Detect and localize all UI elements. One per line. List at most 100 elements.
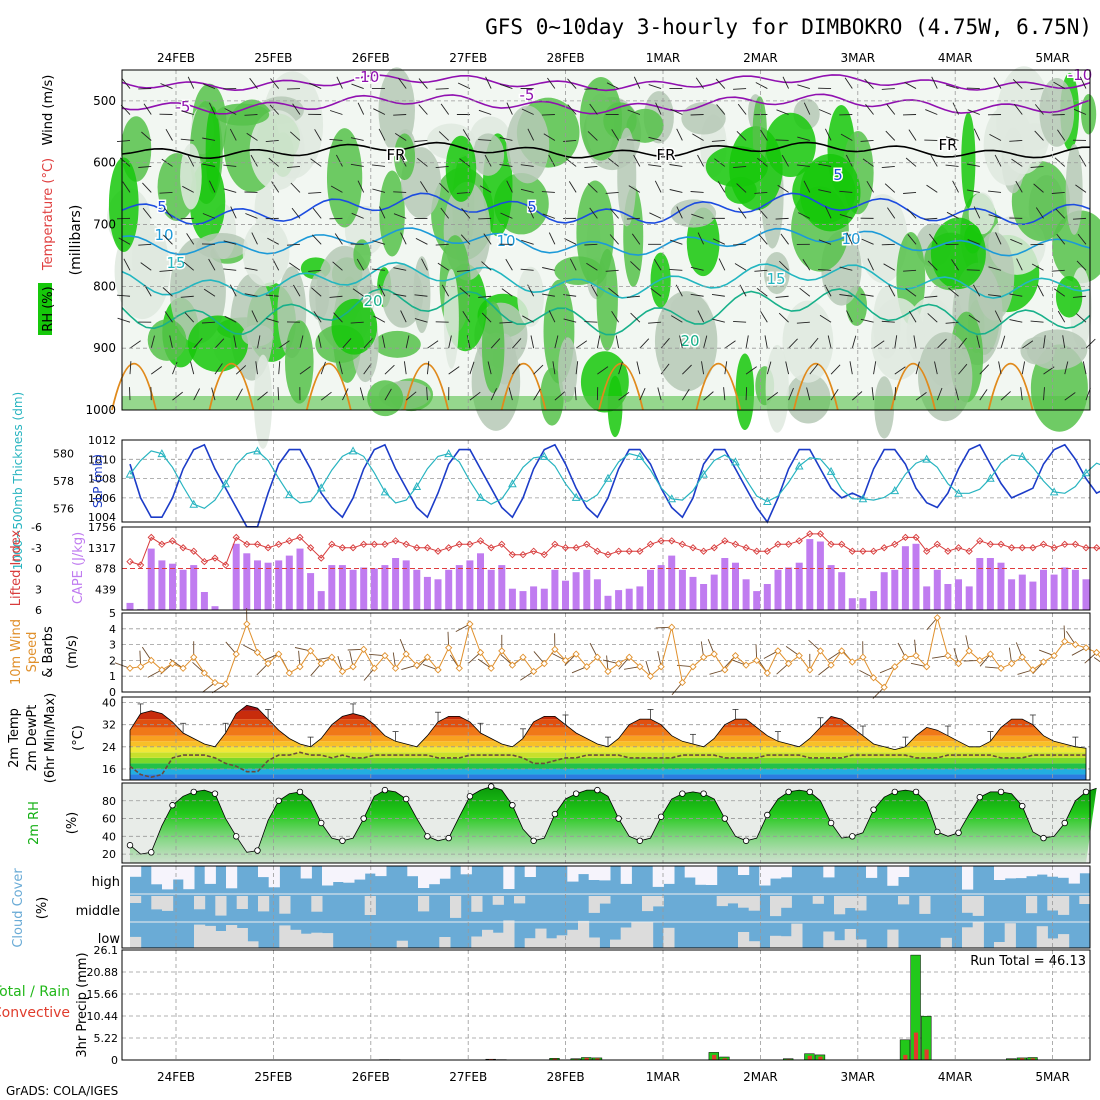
wind-marker xyxy=(869,674,878,682)
wind-barb xyxy=(246,132,258,141)
rh-shade xyxy=(705,145,768,188)
panel-ylabel: (%) xyxy=(65,812,80,835)
temp2m-panel: 16 24 32 40 2m Temp 2m DewPt (6hr Min/Max) (°C) xyxy=(7,693,1091,783)
wind-barb xyxy=(1012,78,1023,89)
cape-bar xyxy=(487,569,495,610)
cape-bar xyxy=(636,586,644,610)
wind-barb xyxy=(399,154,407,167)
wind-barb xyxy=(378,284,386,297)
wind-barb xyxy=(299,335,304,349)
cloud-low-gap xyxy=(279,925,291,948)
wind-barb xyxy=(785,646,800,657)
wind-barb xyxy=(884,183,896,193)
wind-barb xyxy=(357,180,365,193)
temp-tick: 40 xyxy=(102,697,116,710)
wind-barb xyxy=(427,340,439,349)
wind-barb xyxy=(342,388,349,401)
wind-marker xyxy=(338,667,347,676)
wind-barb xyxy=(393,114,407,116)
cape-bar xyxy=(360,567,368,610)
wind-barb xyxy=(913,335,917,349)
wind-marker xyxy=(678,678,686,687)
wind-barb xyxy=(381,335,386,349)
wind-barb xyxy=(840,133,853,141)
wind-barb xyxy=(924,217,938,220)
wind-barb xyxy=(1035,207,1044,219)
rh-marker xyxy=(955,829,962,836)
cloud-mid-gap xyxy=(588,896,600,913)
wind-barb xyxy=(703,391,714,401)
cloud-high-gap xyxy=(823,866,835,878)
li-marker xyxy=(838,540,846,548)
wind-barb xyxy=(363,668,375,681)
panel-ylabel: (6hr Min/Max) xyxy=(43,693,58,783)
wind-barb xyxy=(373,108,386,115)
li-marker xyxy=(710,544,718,552)
cape-bar xyxy=(944,584,952,610)
wind-barb xyxy=(286,243,300,246)
wind-barb xyxy=(584,165,598,169)
wind-barb xyxy=(679,335,683,349)
wind-marker xyxy=(434,666,442,674)
li-marker xyxy=(328,540,336,548)
wind-barb xyxy=(144,284,152,297)
li-tick: 3 xyxy=(35,583,42,596)
wind-barb xyxy=(229,284,237,297)
wind-barb xyxy=(265,294,279,297)
wind-marker xyxy=(1071,640,1080,649)
wind-barb xyxy=(490,338,501,349)
cape-bar xyxy=(774,569,782,610)
wind-barb xyxy=(1011,158,1023,167)
li-marker xyxy=(1092,544,1100,552)
wind-barb xyxy=(567,78,577,89)
wind-marker xyxy=(455,664,463,672)
cloud-high-gap xyxy=(226,866,238,889)
cloud-low-gap xyxy=(578,920,590,948)
wind-barb xyxy=(244,293,258,297)
panel-frame xyxy=(121,949,1091,1061)
panel-frame xyxy=(121,696,1091,781)
date-label-top: 3MAR xyxy=(841,51,876,65)
cloud-high-gap xyxy=(375,866,387,877)
precip-convective-bar xyxy=(1030,1058,1035,1060)
wind-barb xyxy=(255,361,258,375)
cape-bar xyxy=(232,543,240,610)
li-marker xyxy=(1029,544,1037,552)
cloud-low-gap xyxy=(226,925,238,948)
li-marker xyxy=(434,547,442,555)
wind-barb xyxy=(988,214,1002,219)
li-marker xyxy=(275,540,283,548)
wind-barb xyxy=(372,240,386,245)
wind-marker xyxy=(636,663,644,671)
rh-marker xyxy=(445,834,452,842)
cloud-mid-gap xyxy=(716,896,728,907)
wind-barb xyxy=(314,129,322,141)
wind-barb xyxy=(824,284,832,297)
wind-barb xyxy=(485,76,492,89)
li-marker xyxy=(221,561,230,569)
wind-marker xyxy=(1050,652,1058,660)
wind-marker xyxy=(944,652,952,660)
cape-bar xyxy=(179,569,187,610)
wind-barb xyxy=(356,258,365,271)
date-label-bottom: 4MAR xyxy=(938,1070,973,1084)
wind-barb xyxy=(1000,391,1011,401)
li-marker xyxy=(360,540,368,548)
cloud-low-gap xyxy=(311,932,323,948)
date-label-top: 5MAR xyxy=(1035,51,1070,65)
wind-barb xyxy=(384,388,392,401)
li-marker xyxy=(253,540,262,548)
thickness-marker xyxy=(476,492,485,501)
wind-barb xyxy=(1051,269,1065,272)
wind-barb xyxy=(478,295,492,298)
wind-barb xyxy=(150,366,163,375)
wind-marker xyxy=(211,678,219,687)
panel-ylabel: 10m Wind xyxy=(9,619,24,685)
wind-barb xyxy=(718,258,726,271)
wind-barb xyxy=(758,234,768,245)
cloud-high-gap xyxy=(1036,866,1048,875)
cloud-high-gap xyxy=(460,866,472,875)
rh-shade xyxy=(617,127,637,227)
wind-barb xyxy=(250,154,258,167)
wind-barb xyxy=(584,243,598,246)
